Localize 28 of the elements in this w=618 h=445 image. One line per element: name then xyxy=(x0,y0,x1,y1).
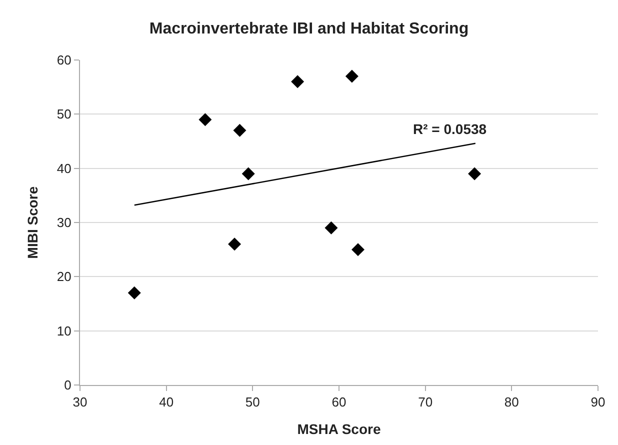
annotation: R² = 0.0538 xyxy=(413,121,487,137)
y-tick-label: 20 xyxy=(56,269,72,284)
point xyxy=(198,113,212,126)
point xyxy=(351,243,364,256)
chart-title: Macroinvertebrate IBI and Habitat Scoring xyxy=(149,20,469,38)
y-tick-label: 10 xyxy=(56,323,72,338)
point xyxy=(291,75,304,88)
y-tick-label: 50 xyxy=(56,106,72,122)
point xyxy=(233,124,246,137)
point xyxy=(345,70,358,83)
point xyxy=(242,167,255,180)
y-axis-title: MIBI Score xyxy=(24,186,41,259)
x-tick-label: 70 xyxy=(418,394,433,410)
point xyxy=(228,238,242,251)
y-tick-label: 0 xyxy=(64,378,72,393)
x-axis-title: MSHA Score xyxy=(297,420,381,437)
x-tick-label: 90 xyxy=(590,394,606,410)
y-tick-label: 40 xyxy=(56,160,72,176)
x-tick-label: 80 xyxy=(504,394,519,410)
point xyxy=(128,286,141,300)
x-tick-label: 40 xyxy=(159,394,174,410)
x-tick-label: 30 xyxy=(72,394,88,410)
y-tick-label: 60 xyxy=(56,52,72,68)
point xyxy=(468,167,482,180)
x-tick-label: 50 xyxy=(245,394,260,410)
y-tick-label: 30 xyxy=(56,215,72,230)
x-tick-label: 60 xyxy=(332,394,346,410)
point xyxy=(324,221,338,234)
